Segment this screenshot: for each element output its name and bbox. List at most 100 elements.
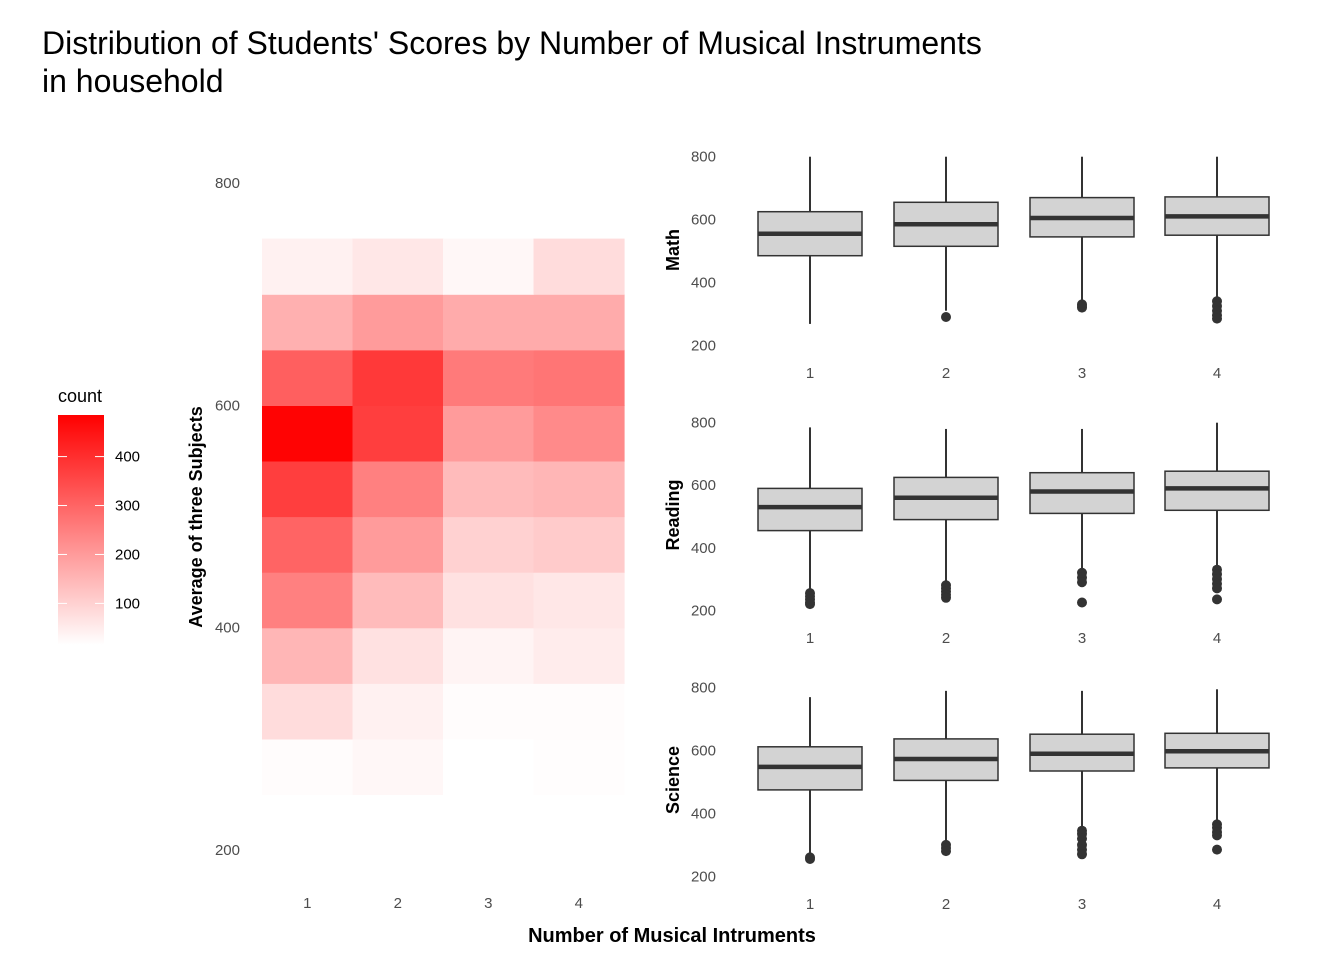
boxplot-panel-label: Reading — [663, 479, 683, 550]
heatmap-cell — [352, 683, 444, 740]
x-axis-label: Number of Musical Intruments — [528, 925, 816, 947]
heatmap-cell — [262, 516, 354, 573]
legend-colorbar — [58, 415, 104, 645]
heatmap-cell — [262, 627, 354, 684]
heatmap-cell — [262, 683, 354, 740]
boxplot-x-tick-label: 3 — [1078, 365, 1086, 382]
boxplot-y-tick-label: 400 — [691, 274, 716, 291]
heatmap-cell — [443, 238, 535, 295]
boxplot-x-tick-label: 2 — [942, 365, 950, 382]
boxplot-panel-label: Science — [663, 746, 683, 814]
heatmap-cell — [443, 460, 535, 518]
boxplot-y-tick-label: 600 — [691, 212, 716, 229]
heatmap-cell — [533, 238, 625, 295]
heatmap-x-tick-label: 4 — [575, 895, 583, 912]
heatmap-cell — [352, 738, 444, 795]
boxplot-y-tick-label: 400 — [691, 540, 716, 557]
boxplot-x-tick-label: 2 — [942, 630, 950, 647]
heatmap-cell — [352, 238, 444, 295]
heatmap-y-tick-label: 200 — [215, 842, 240, 859]
heatmap-cell — [352, 294, 444, 351]
boxplot-y-tick-label: 600 — [691, 743, 716, 760]
heatmap-cell — [443, 627, 535, 684]
heatmap-cell — [352, 349, 444, 406]
legend-title: count — [58, 386, 102, 406]
boxplot-outlier — [941, 312, 951, 322]
heatmap-cell — [533, 683, 625, 740]
boxplot-box — [1164, 470, 1270, 512]
boxplot-x-tick-label: 1 — [806, 630, 814, 647]
boxplot-outlier — [1212, 594, 1222, 605]
heatmap-x-tick-label: 3 — [484, 895, 492, 912]
boxplot-panel-science: Science 200 400 600 800 1 2 3 4 — [663, 680, 1270, 913]
boxplot-x-tick-label: 4 — [1213, 896, 1221, 913]
boxplot-x-tick-label: 2 — [942, 896, 950, 913]
legend-tick-label: 200 — [115, 547, 140, 564]
boxplot-outlier — [1212, 830, 1222, 841]
boxplot-x-tick-label: 3 — [1078, 896, 1086, 913]
heatmap-cell — [533, 627, 625, 684]
boxplot-x-tick-label: 3 — [1078, 630, 1086, 647]
title-line-1: Distribution of Students' Scores by Numb… — [42, 25, 982, 61]
heatmap-y-axis-label: Average of three Subjects — [186, 406, 206, 627]
boxplot-outlier — [1077, 302, 1087, 313]
heatmap-y-tick-label: 800 — [215, 175, 240, 192]
boxplot-outlier — [1077, 577, 1087, 588]
boxplot-outlier — [1212, 844, 1222, 855]
title-line-2: in household — [42, 63, 224, 99]
heatmap-cell — [533, 294, 625, 351]
boxplot-panel-label: Math — [663, 229, 683, 271]
boxplot-panels: Math 200 400 600 800 1 2 3 4 Reading 200 400 600 800 1… — [663, 149, 1270, 913]
heatmap-x-tick-label: 1 — [303, 895, 311, 912]
boxplot-outlier — [805, 599, 815, 610]
boxplot-x-tick-label: 4 — [1213, 630, 1221, 647]
boxplot-y-tick-label: 600 — [691, 477, 716, 494]
boxplot-panel-math: Math 200 400 600 800 1 2 3 4 — [663, 149, 1270, 382]
heatmap-cell — [262, 738, 354, 795]
heatmap-cell — [533, 516, 625, 573]
boxplot-y-tick-label: 800 — [691, 149, 716, 166]
heatmap-cell — [262, 460, 354, 518]
boxplot-outlier — [941, 846, 951, 857]
heatmap-y-tick-label: 400 — [215, 620, 240, 637]
heatmap-cell — [533, 405, 625, 462]
boxplot-y-tick-label: 400 — [691, 805, 716, 822]
count-legend: count 100 200 300 400 — [58, 386, 140, 645]
heatmap-cell — [443, 738, 535, 795]
page-title: Distribution of Students' Scores by Numb… — [42, 24, 1242, 100]
heatmap-cell — [533, 349, 625, 406]
legend-tick-label: 400 — [115, 449, 140, 466]
boxplot-outlier — [1212, 583, 1222, 594]
heatmap-cell — [533, 460, 625, 518]
boxplot-x-tick-label: 1 — [806, 365, 814, 382]
boxplot-y-tick-label: 800 — [691, 415, 716, 432]
boxplot-outlier — [1077, 597, 1087, 608]
boxplot-x-tick-label: 4 — [1213, 365, 1221, 382]
heatmap-x-tick-label: 2 — [394, 895, 402, 912]
boxplot-panel-reading: Reading 200 400 600 800 1 2 3 4 — [663, 415, 1270, 647]
heatmap-cell — [533, 572, 625, 629]
boxplot-y-tick-label: 200 — [691, 868, 716, 885]
heatmap-cell — [533, 738, 625, 795]
legend-tick-label: 100 — [115, 595, 140, 612]
heatmap-cell — [262, 349, 354, 406]
heatmap-cell — [262, 294, 354, 351]
heatmap-cell — [443, 294, 535, 351]
boxplot-y-tick-label: 200 — [691, 337, 716, 354]
heatmap-cell — [352, 405, 444, 462]
boxplot-outlier — [805, 854, 815, 864]
heatmap-cell — [443, 683, 535, 740]
heatmap-panel: 200 400 600 800 1 2 3 4 — [215, 175, 625, 912]
heatmap-cell — [262, 405, 354, 462]
legend-tick-label: 300 — [115, 498, 140, 515]
heatmap-cell — [352, 460, 444, 518]
boxplot-box — [757, 487, 863, 532]
heatmap-y-tick-label: 600 — [215, 397, 240, 414]
boxplot-outlier — [1212, 313, 1222, 324]
heatmap-cell — [352, 516, 444, 573]
boxplot-outlier — [941, 592, 951, 603]
heatmap-cell — [352, 627, 444, 684]
heatmap-cell — [262, 572, 354, 629]
boxplot-y-tick-label: 800 — [691, 680, 716, 697]
